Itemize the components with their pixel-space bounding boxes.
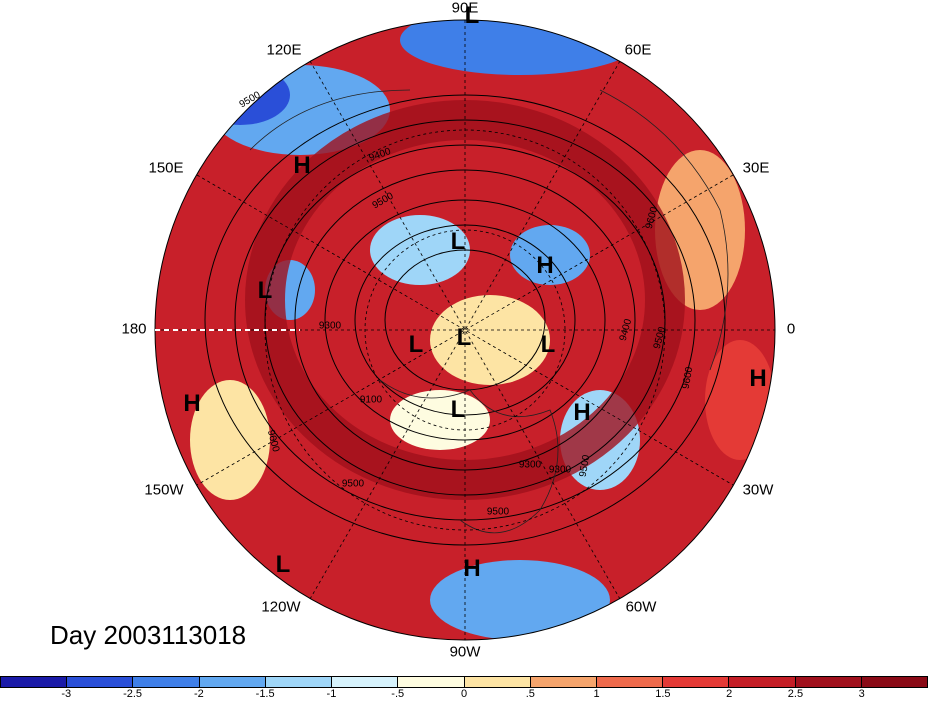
colorbar-tick-label: 1.5 <box>655 688 671 700</box>
colorbar-swatch <box>663 677 730 687</box>
colorbar-swatch <box>133 677 200 687</box>
lon-label-30w: 30W <box>742 481 774 499</box>
colorbar-swatch <box>861 677 928 687</box>
colorbar-tick-label: -3 <box>61 688 72 700</box>
colorbar-swatch <box>464 677 531 687</box>
lon-label-90w: 90W <box>449 643 481 661</box>
contour-label: 9500 <box>486 506 510 518</box>
contour-label: 9300 <box>518 459 542 471</box>
colorbar-swatch <box>596 677 664 687</box>
contour-label: 9300 <box>548 464 572 476</box>
pressure-marker: L <box>464 2 480 29</box>
colorbar-swatch <box>332 677 399 687</box>
lon-label-150e: 150E <box>148 159 184 177</box>
pressure-marker: H <box>293 152 311 179</box>
colorbar-tick-label: 2.5 <box>787 688 804 700</box>
pressure-marker: H <box>463 555 481 582</box>
colorbar-tick-label: .5 <box>525 688 535 700</box>
pressure-marker: L <box>450 228 466 255</box>
colorbar-swatch <box>1 677 68 687</box>
colorbar-swatch <box>795 677 862 687</box>
lon-label-0: 0 <box>786 320 796 338</box>
lon-label-60e: 60E <box>624 41 652 59</box>
contour-label: 9300 <box>318 320 342 332</box>
colorbar-tick-label: -2.5 <box>123 688 143 700</box>
colorbar-swatch <box>199 677 266 687</box>
pressure-marker: H <box>183 390 201 417</box>
pressure-marker: H <box>536 252 554 279</box>
pressure-marker: L <box>408 331 424 358</box>
colorbar-tick-label: -2 <box>193 688 204 700</box>
lon-label-120w: 120W <box>261 598 301 616</box>
pressure-marker: H <box>573 399 591 426</box>
colorbar-tick-label: -.5 <box>391 688 405 700</box>
lon-label-90e: 90E <box>451 0 479 17</box>
lon-label-30e: 30E <box>742 159 770 177</box>
colorbar-swatch <box>398 677 465 687</box>
colorbar-tick-label: 3 <box>858 688 865 700</box>
lon-label-60w: 60W <box>625 598 657 616</box>
pressure-marker: L <box>257 277 273 304</box>
pressure-marker: L <box>450 396 466 423</box>
colorbar <box>0 676 928 688</box>
colorbar-swatch <box>530 677 597 687</box>
pressure-marker: L <box>275 551 291 578</box>
contour-label: 9100 <box>359 394 383 406</box>
colorbar-tick-label: -1 <box>326 688 337 700</box>
colorbar-swatch <box>67 677 134 687</box>
contour-label: 9500 <box>341 478 365 490</box>
pressure-marker: H <box>749 365 767 392</box>
colorbar-tick-label: 2 <box>726 688 733 700</box>
colorbar-tick-label: 0 <box>460 688 468 700</box>
lon-label-180: 180 <box>121 320 147 338</box>
lon-label-150w: 150W <box>144 481 184 499</box>
lon-label-120e: 120E <box>266 41 302 59</box>
map-title: Day 2003113018 <box>50 620 247 650</box>
colorbar-swatch <box>265 677 333 687</box>
colorbar-tick-label: -1.5 <box>255 688 275 700</box>
pressure-marker: L <box>456 324 472 351</box>
colorbar-tick-label: 1 <box>593 688 600 700</box>
colorbar-swatch <box>729 677 796 687</box>
pressure-marker: L <box>540 331 556 358</box>
